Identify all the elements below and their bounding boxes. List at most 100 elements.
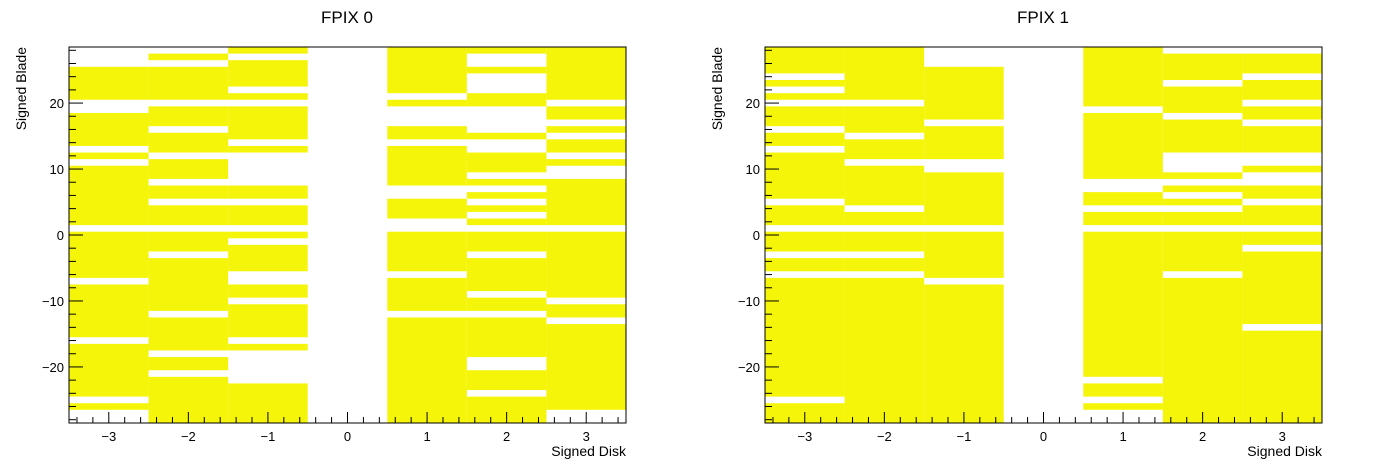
- x-tick-label: −2: [181, 429, 196, 444]
- heatmap-cell: [765, 106, 845, 127]
- heatmap-cells: [69, 47, 626, 423]
- heatmap-cell: [1162, 198, 1243, 206]
- heatmap-cell: [148, 231, 229, 252]
- heatmap-cell: [765, 205, 845, 226]
- x-axis-label: Signed Disk: [551, 443, 627, 459]
- x-axis-label: Signed Disk: [1247, 443, 1323, 459]
- heatmap-cell: [1242, 165, 1322, 173]
- heatmap-cell: [228, 93, 308, 100]
- heatmap-cell: [844, 106, 925, 133]
- heatmap-cell: [924, 172, 1004, 226]
- x-tick-label: 1: [423, 429, 430, 444]
- heatmap-cell: [387, 231, 467, 272]
- heatmap-cell: [765, 258, 845, 272]
- heatmap-cell: [546, 159, 626, 166]
- heatmap-cell: [1162, 231, 1243, 272]
- heatmap-cell: [387, 277, 467, 311]
- heatmap-cell: [546, 324, 626, 410]
- y-tick-label: 0: [753, 228, 760, 243]
- heatmap-cell: [69, 165, 149, 226]
- heatmap-cell: [387, 198, 467, 219]
- heatmap-cell: [546, 47, 626, 100]
- heatmap-cell: [924, 231, 1004, 278]
- heatmap-cell: [1242, 330, 1322, 423]
- x-tick-label: 2: [1199, 429, 1206, 444]
- heatmap-cell: [844, 277, 925, 423]
- heatmap-cell: [844, 47, 925, 100]
- heatmap-cell: [228, 106, 308, 140]
- heatmap-cell: [466, 47, 547, 54]
- heatmap-cell: [1083, 112, 1163, 179]
- heatmap-cell: [765, 47, 845, 74]
- heatmap-cell: [1242, 79, 1322, 100]
- heatmap-cell: [228, 205, 308, 226]
- heatmap-cell: [387, 317, 467, 423]
- y-tick-label: 20: [746, 96, 760, 111]
- heatmap-cell: [228, 343, 308, 351]
- heatmap-cell: [466, 258, 547, 292]
- heatmap-cell: [1242, 231, 1322, 245]
- y-tick-label: −20: [42, 360, 64, 375]
- heatmap-cell: [148, 106, 229, 127]
- heatmap-cell: [466, 66, 547, 74]
- heatmap-cell: [148, 317, 229, 351]
- heatmap-cell: [1162, 211, 1243, 226]
- y-tick-label: −20: [738, 360, 760, 375]
- x-tick-label: 3: [583, 429, 590, 444]
- heatmap-cell: [466, 152, 547, 173]
- heatmap-cell: [1083, 192, 1163, 206]
- y-tick-label: 10: [746, 162, 760, 177]
- x-tick-label: −3: [101, 429, 116, 444]
- heatmap-cell: [546, 106, 626, 120]
- x-tick-label: 0: [1040, 429, 1047, 444]
- heatmap-cell: [1162, 172, 1243, 179]
- heatmap-cell: [228, 60, 308, 87]
- heatmap-cell: [765, 231, 845, 252]
- heatmap-cell: [148, 357, 229, 371]
- heatmap-cell: [1242, 106, 1322, 120]
- x-tick-label: 3: [1279, 429, 1286, 444]
- heatmap-cell: [546, 126, 626, 133]
- heatmap-cell: [844, 165, 925, 206]
- heatmap-cell: [228, 304, 308, 338]
- y-tick-label: 20: [50, 96, 64, 111]
- heatmap-cell: [148, 185, 229, 199]
- heatmap-cell: [228, 47, 308, 54]
- heatmap-cell: [228, 231, 308, 239]
- heatmap-cell: [148, 66, 229, 100]
- x-tick-label: −2: [877, 429, 892, 444]
- heatmap-cells: [765, 47, 1322, 423]
- heatmap-cell: [387, 126, 467, 140]
- heatmap-cell: [148, 53, 229, 61]
- heatmap-cell: [1083, 403, 1163, 410]
- heatmap-cell: [1162, 119, 1243, 153]
- x-tick-label: −1: [261, 429, 276, 444]
- heatmap-cell: [924, 284, 1004, 423]
- heatmap-cell: [1242, 205, 1322, 226]
- heatmap-cell: [69, 403, 149, 410]
- heatmap-cell: [387, 47, 467, 94]
- heatmap-cell: [1162, 53, 1243, 80]
- heatmap-cell: [1083, 383, 1163, 397]
- heatmap-cell: [546, 178, 626, 226]
- chart-title: FPIX 0: [321, 8, 373, 27]
- heatmap-cell: [466, 231, 547, 252]
- heatmap-cell: [466, 93, 547, 107]
- heatmap-cell: [1242, 251, 1322, 325]
- x-tick-label: −1: [957, 429, 972, 444]
- heatmap-cell: [924, 126, 1004, 160]
- heatmap-cell: [1162, 86, 1243, 113]
- heatmap-cell: [844, 258, 925, 272]
- heatmap-cell: [1162, 185, 1243, 193]
- y-axis-label: Signed Blade: [709, 47, 725, 131]
- heatmap-cell: [765, 277, 845, 397]
- heatmap-cell: [466, 205, 547, 212]
- chart-title: FPIX 1: [1017, 8, 1069, 27]
- heatmap-cell: [466, 192, 547, 199]
- heatmap-cell: [228, 145, 308, 153]
- y-tick-label: 10: [50, 162, 64, 177]
